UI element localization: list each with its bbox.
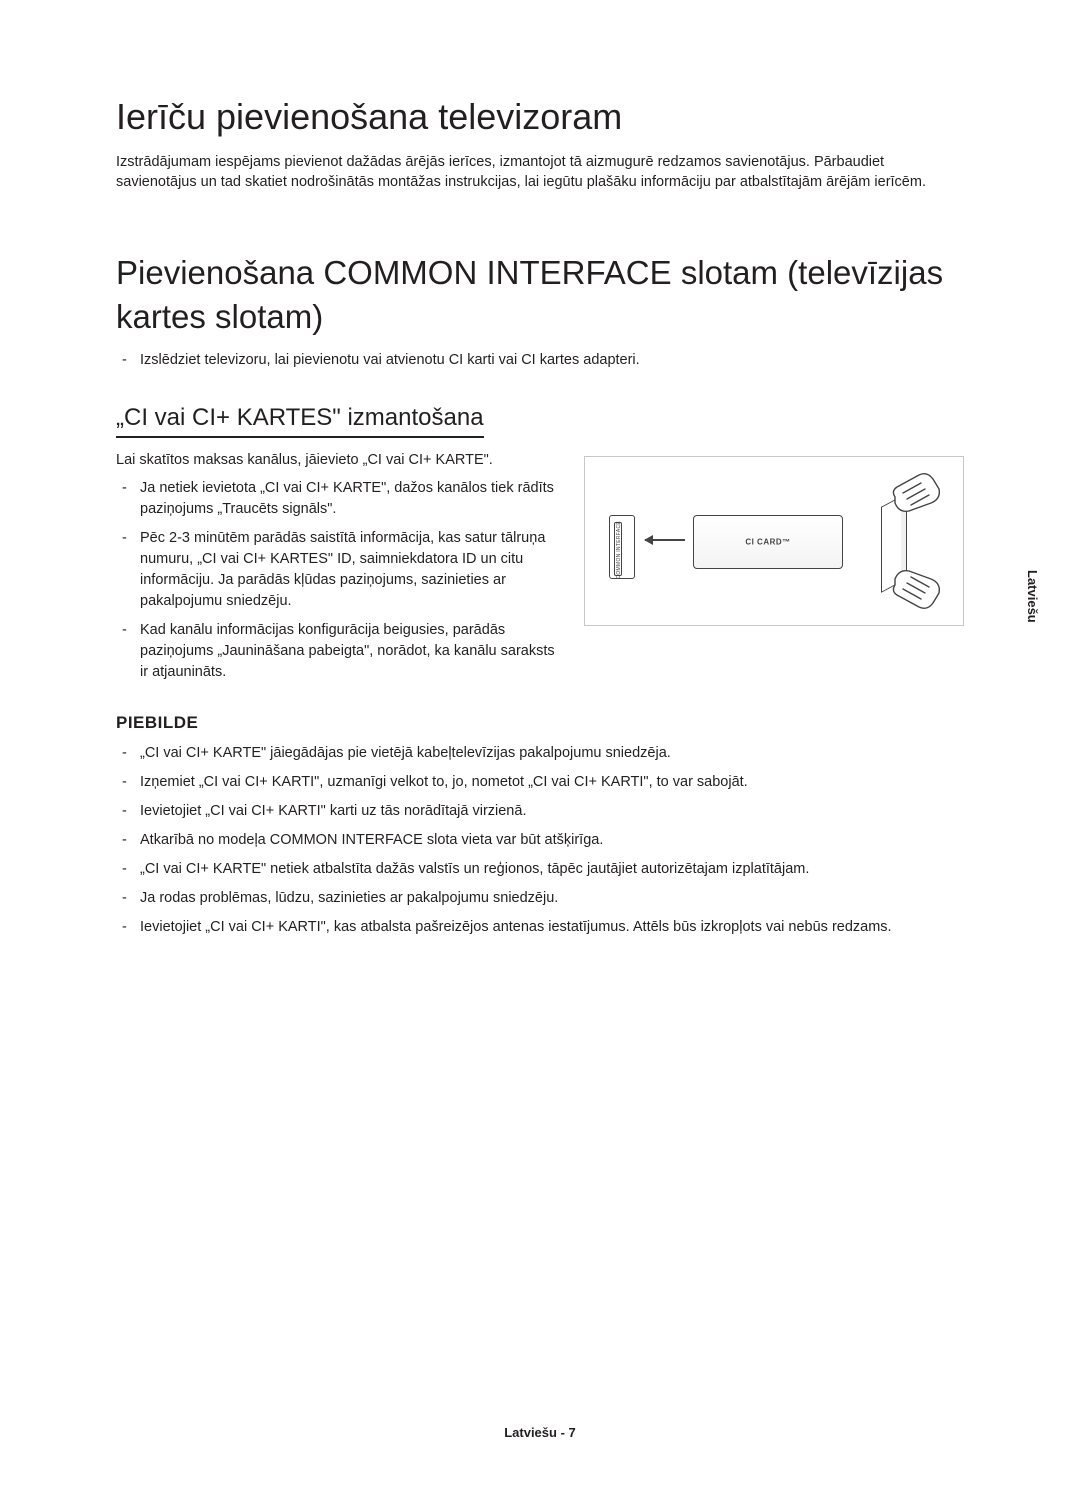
list-item: Ja netiek ievietota „CI vai CI+ KARTE", …	[116, 478, 560, 520]
page-title: Ierīču pievienošana televizoram	[116, 96, 964, 138]
list-item: „CI vai CI+ KARTE" jāiegādājas pie vietē…	[116, 743, 964, 764]
card-icon: CI CARD™	[693, 515, 843, 569]
list-item: Ievietojiet „CI vai CI+ KARTI", kas atba…	[116, 917, 964, 938]
list-item: Ievietojiet „CI vai CI+ KARTI" karti uz …	[116, 801, 964, 822]
list-item: „CI vai CI+ KARTE" netiek atbalstīta daž…	[116, 859, 964, 880]
ci-card-diagram: COMMON INTERFACE CI CARD™	[584, 456, 964, 626]
note-list: „CI vai CI+ KARTE" jāiegādājas pie vietē…	[116, 743, 964, 938]
page-footer: Latviešu - 7	[0, 1425, 1080, 1440]
hand-icon	[889, 469, 945, 517]
note-heading: PIEBILDE	[116, 713, 964, 733]
footer-page-number: 7	[569, 1425, 576, 1440]
footer-language: Latviešu	[504, 1425, 557, 1440]
slot-icon	[609, 515, 635, 579]
arrow-icon	[645, 539, 685, 541]
list-item: Kad kanālu informācijas konfigurācija be…	[116, 620, 560, 683]
card-label: CI CARD™	[745, 537, 790, 546]
list-item: Atkarībā no modeļa COMMON INTERFACE slot…	[116, 830, 964, 851]
list-item: Pēc 2-3 minūtēm parādās saistītā informā…	[116, 528, 560, 612]
usage-list: Ja netiek ievietota „CI vai CI+ KARTE", …	[116, 478, 560, 683]
intro-paragraph: Izstrādājumam iespējams pievienot dažāda…	[116, 152, 964, 193]
hand-icon	[889, 565, 945, 613]
language-side-tab: Latviešu	[1025, 570, 1040, 623]
list-item: Izņemiet „CI vai CI+ KARTI", uzmanīgi ve…	[116, 772, 964, 793]
list-item: Ja rodas problēmas, lūdzu, sazinieties a…	[116, 888, 964, 909]
subsection-heading-ci-card-usage: „CI vai CI+ KARTES" izmantošana	[116, 404, 484, 438]
power-off-note: Izslēdziet televizoru, lai pievienotu va…	[116, 352, 964, 368]
section-heading-common-interface: Pievienošana COMMON INTERFACE slotam (te…	[116, 251, 964, 340]
insert-card-text: Lai skatītos maksas kanālus, jāievieto „…	[116, 452, 560, 468]
slot-label: COMMON INTERFACE	[616, 521, 622, 579]
